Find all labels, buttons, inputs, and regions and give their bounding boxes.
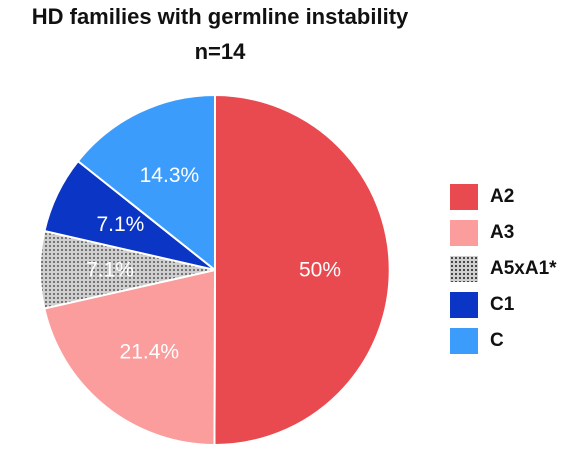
legend-entry-a2: A2 [450, 183, 514, 211]
legend-swatch-c [450, 328, 478, 354]
chart-title: HD families with germline instability [31, 4, 409, 29]
data-label-a3: 21.4% [120, 340, 180, 363]
data-label-c1: 7.1% [96, 213, 144, 236]
chart-subtitle: n=14 [194, 39, 246, 64]
pie-slices [39, 93, 391, 447]
legend-swatch-c1 [450, 292, 478, 318]
legend-entry-a5xa1: A5xA1* [450, 255, 557, 283]
data-label-a2: 50% [299, 259, 341, 282]
data-label-c: 14.3% [140, 164, 200, 187]
legend-entry-a3: A3 [450, 219, 514, 247]
pie-slice-a2 [213, 93, 391, 447]
legend-swatch-a3 [450, 220, 478, 246]
pie-data-labels: 50% 21.4% 7.1% 7.1% 14.3% [86, 164, 341, 364]
legend-label-a2: A2 [490, 186, 515, 207]
legend-entry-c1: C1 [450, 291, 514, 319]
legend-label-a5xa1: A5xA1* [490, 258, 557, 279]
legend-swatch-a5xa1 [450, 256, 478, 282]
data-label-a5xa1: 7.1% [86, 258, 134, 281]
pie-slice-a3 [43, 268, 217, 447]
legend-label-c1: C1 [490, 294, 515, 315]
legend-label-c: C [490, 330, 504, 351]
legend-swatch-a2 [450, 184, 478, 210]
pie-slice-c [76, 93, 216, 273]
legend-label-a3: A3 [490, 222, 515, 243]
legend-entry-c: C [450, 327, 504, 355]
